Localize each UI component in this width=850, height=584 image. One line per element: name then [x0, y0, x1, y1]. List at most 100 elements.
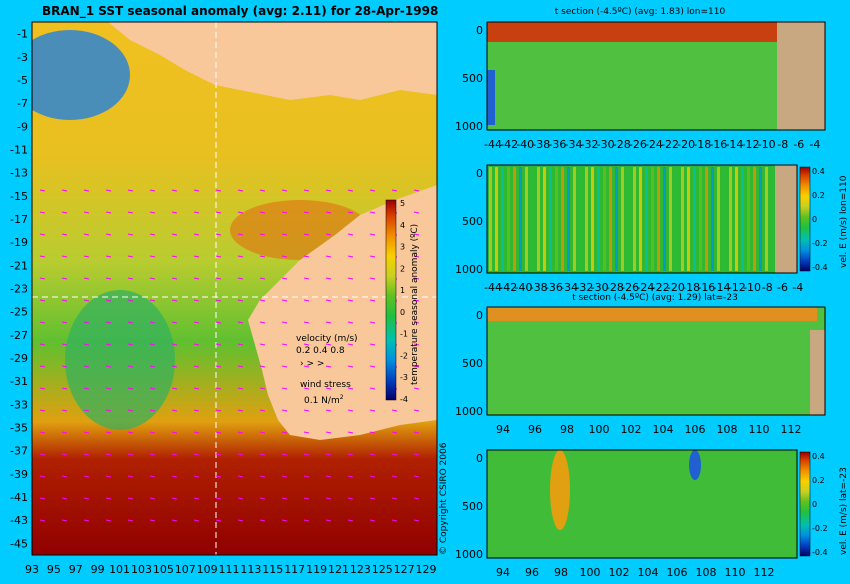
velocity-arrow — [149, 299, 156, 302]
velocity-band — [567, 167, 570, 271]
section-x-tick: 106 — [667, 566, 688, 579]
velocity-arrow — [347, 321, 354, 324]
velocity-arrow — [105, 453, 112, 456]
velocity-arrow — [105, 211, 112, 214]
depth-tick: 0 — [476, 24, 483, 37]
velocity-arrow — [259, 475, 266, 478]
velocity-arrow — [413, 387, 420, 390]
velocity-arrow — [127, 343, 134, 346]
velocity-arrow — [61, 365, 68, 368]
velocity-band — [759, 167, 762, 271]
velocity-arrow — [303, 387, 310, 390]
velocity-band — [735, 167, 738, 271]
velocity-band — [675, 167, 678, 271]
velocity-band — [585, 167, 588, 271]
map-lon-tick: 97 — [69, 563, 83, 576]
cold-anomaly-patch — [32, 30, 130, 120]
velocity-arrow — [281, 431, 288, 434]
velocity-arrow — [215, 519, 222, 522]
velocity-arrow — [61, 189, 68, 192]
section4-warm-jet — [550, 450, 570, 530]
velocity-band — [741, 167, 744, 271]
velocity-arrow — [105, 321, 112, 324]
map-colorbar-tick: 5 — [400, 199, 405, 208]
velocity-arrow — [347, 255, 354, 258]
velocity-band — [633, 167, 636, 271]
velocity-arrow — [61, 475, 68, 478]
velocity-arrow — [83, 497, 90, 500]
cool-anomaly-patch — [65, 290, 175, 430]
velocity-arrow — [325, 189, 332, 192]
map-lon-tick: 127 — [394, 563, 415, 576]
velocity-arrow — [281, 453, 288, 456]
velocity-arrow — [369, 277, 376, 280]
section-x-tick: 94 — [496, 423, 510, 436]
section2-land — [775, 165, 797, 273]
section-x-tick: -14 — [713, 281, 731, 294]
section2-frame — [486, 164, 798, 274]
map-lon-tick: 93 — [25, 563, 39, 576]
velocity-arrow — [149, 343, 156, 346]
velocity-arrow — [171, 387, 178, 390]
depth-tick: 1000 — [455, 548, 483, 561]
velocity-arrow — [171, 233, 178, 236]
velocity-arrow — [347, 431, 354, 434]
velocity-arrow — [303, 453, 310, 456]
section-x-tick: -12 — [728, 281, 746, 294]
section4-frame — [486, 449, 798, 559]
velocity-arrow — [413, 211, 420, 214]
velocity-arrow — [39, 497, 46, 500]
velocity-arrow — [259, 453, 266, 456]
velocity-arrow — [281, 233, 288, 236]
section-x-tick: 112 — [754, 566, 775, 579]
velocity-arrow — [281, 343, 288, 346]
velocity-arrow — [325, 409, 332, 412]
section-x-tick: -24 — [636, 281, 654, 294]
velocity-arrow — [171, 519, 178, 522]
velocity-arrow — [193, 321, 200, 324]
velocity-arrow — [39, 453, 46, 456]
section3-title: t section (-4.5ºC) (avg: 1.29) lat=-23 — [572, 293, 738, 303]
velocity-arrow — [259, 321, 266, 324]
velocity-legend-title: velocity (m/s) — [296, 334, 358, 344]
velocity-arrow — [127, 189, 134, 192]
velocity-arrow — [237, 343, 244, 346]
velocity-band — [687, 167, 690, 271]
section-x-tick: -36 — [545, 281, 563, 294]
velocity-arrow — [193, 299, 200, 302]
section-x-tick: -28 — [606, 281, 624, 294]
section4-y-ticks: 0 500 1000 — [455, 452, 483, 561]
velocity-arrow — [237, 497, 244, 500]
depth-tick: 0 — [476, 167, 483, 180]
section2-stripes — [489, 167, 774, 271]
section4-field — [487, 450, 797, 558]
section3-y-ticks: 0 500 1000 — [455, 309, 483, 418]
section-x-tick: -18 — [693, 138, 711, 151]
velocity-band — [615, 167, 618, 271]
velocity-arrow — [127, 211, 134, 214]
map-colorbar-tick: 1 — [400, 286, 405, 295]
section-x-tick: -10 — [758, 138, 776, 151]
velocity-band — [681, 167, 684, 271]
velocity-arrow — [259, 299, 266, 302]
velocity-arrow — [303, 519, 310, 522]
velocity-arrow — [325, 321, 332, 324]
velocity-arrow — [171, 321, 178, 324]
velocity-arrow — [237, 211, 244, 214]
velocity-arrow — [303, 277, 310, 280]
velocity-arrow — [413, 475, 420, 478]
velocity-arrow — [61, 299, 68, 302]
velocity-arrow — [325, 497, 332, 500]
velocity-arrow — [237, 475, 244, 478]
map-lon-tick: 121 — [328, 563, 349, 576]
velocity-arrow — [39, 299, 46, 302]
velocity-arrow — [369, 475, 376, 478]
velocity-arrow — [105, 497, 112, 500]
wind-legend-scale: 0.1 N/m2 — [304, 394, 344, 406]
velocity-arrow — [39, 277, 46, 280]
velocity-arrow — [259, 497, 266, 500]
velocity-legend-scale: 0.2 0.4 0.8 — [296, 346, 345, 356]
section3-land — [810, 330, 825, 415]
velocity-arrow — [193, 519, 200, 522]
velocity-arrow — [171, 255, 178, 258]
